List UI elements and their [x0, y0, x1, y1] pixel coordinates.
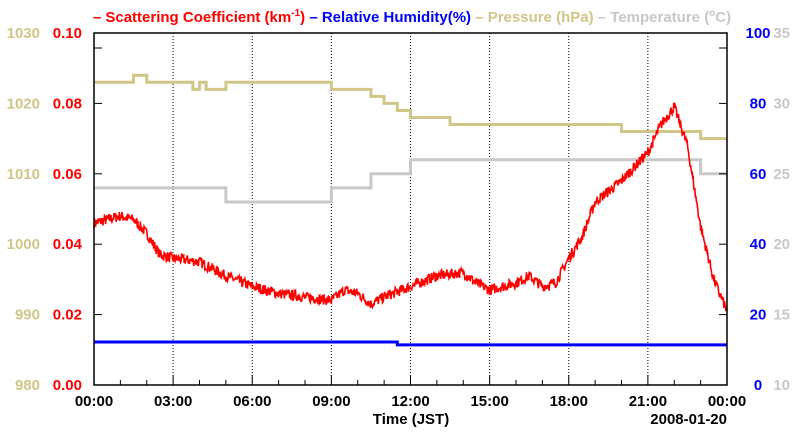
scattering-tick-label: 0.10 — [53, 25, 82, 42]
legend-item-0: – Scattering Coefficient (km — [93, 9, 291, 26]
pressure-tick-label: 1030 — [7, 25, 40, 42]
x-tick-label: 09:00 — [312, 393, 350, 410]
series-pressure — [94, 73, 727, 141]
scattering-tick-label: 0.08 — [53, 95, 82, 112]
legend-item-3: o — [709, 8, 715, 19]
x-axis-label: Time (JST) — [373, 411, 449, 428]
axis-ticks: 00:00 03:00 06:00 09:00 12:00 15:00 18:00 21:00… — [7, 25, 790, 410]
plot-frame — [93, 32, 728, 386]
x-tick-label: 03:00 — [154, 393, 192, 410]
pressure-tick-label: 990 — [15, 307, 40, 324]
legend-item-1: – Relative Humidity(%) — [305, 9, 471, 26]
legend-item-0: ) — [300, 9, 305, 26]
x-tick-label: 18:00 — [550, 393, 588, 410]
chart-legend: – Scattering Coefficient (km-1) – Relati… — [93, 8, 731, 26]
pressure-tick-label: 1000 — [7, 236, 40, 253]
series-temperature — [94, 158, 727, 204]
date-label: 2008-01-20 — [650, 411, 727, 428]
series-group — [93, 73, 728, 347]
x-tick-label: 12:00 — [391, 393, 429, 410]
x-tick-label: 21:00 — [629, 393, 667, 410]
grid-lines — [172, 33, 649, 385]
series-scattering-coefficient — [93, 102, 728, 312]
legend-item-3: C) — [715, 9, 731, 26]
humidity-tick-label: 20 — [750, 307, 767, 324]
temperature-tick-label: 35 — [773, 25, 790, 42]
humidity-tick-label: 40 — [750, 236, 767, 253]
pressure-tick-label: 1020 — [7, 95, 40, 112]
legend-item-2: – Pressure (hPa) — [471, 9, 594, 26]
scattering-tick-label: 0.06 — [53, 166, 82, 183]
legend-item-3: – Temperature ( — [594, 9, 710, 26]
pressure-tick-label: 980 — [15, 377, 40, 394]
temperature-tick-label: 25 — [773, 166, 790, 183]
humidity-tick-label: 80 — [750, 95, 767, 112]
temperature-tick-label: 10 — [773, 377, 790, 394]
temperature-tick-label: 20 — [773, 236, 790, 253]
legend-item-0: -1 — [291, 8, 300, 19]
pressure-tick-label: 1010 — [7, 166, 40, 183]
humidity-tick-label: 0 — [754, 377, 762, 394]
scattering-tick-label: 0.00 — [53, 377, 82, 394]
scattering-tick-label: 0.02 — [53, 307, 82, 324]
humidity-tick-label: 60 — [750, 166, 767, 183]
x-tick-label: 15:00 — [470, 393, 508, 410]
temperature-tick-label: 30 — [773, 95, 790, 112]
series-relative-humidity — [94, 340, 727, 347]
x-tick-label: 06:00 — [233, 393, 271, 410]
temperature-tick-label: 15 — [773, 307, 790, 324]
scattering-tick-label: 0.04 — [53, 236, 83, 253]
humidity-tick-label: 100 — [745, 25, 770, 42]
x-tick-label: 00:00 — [75, 393, 113, 410]
x-tick-label: 00:00 — [708, 393, 746, 410]
